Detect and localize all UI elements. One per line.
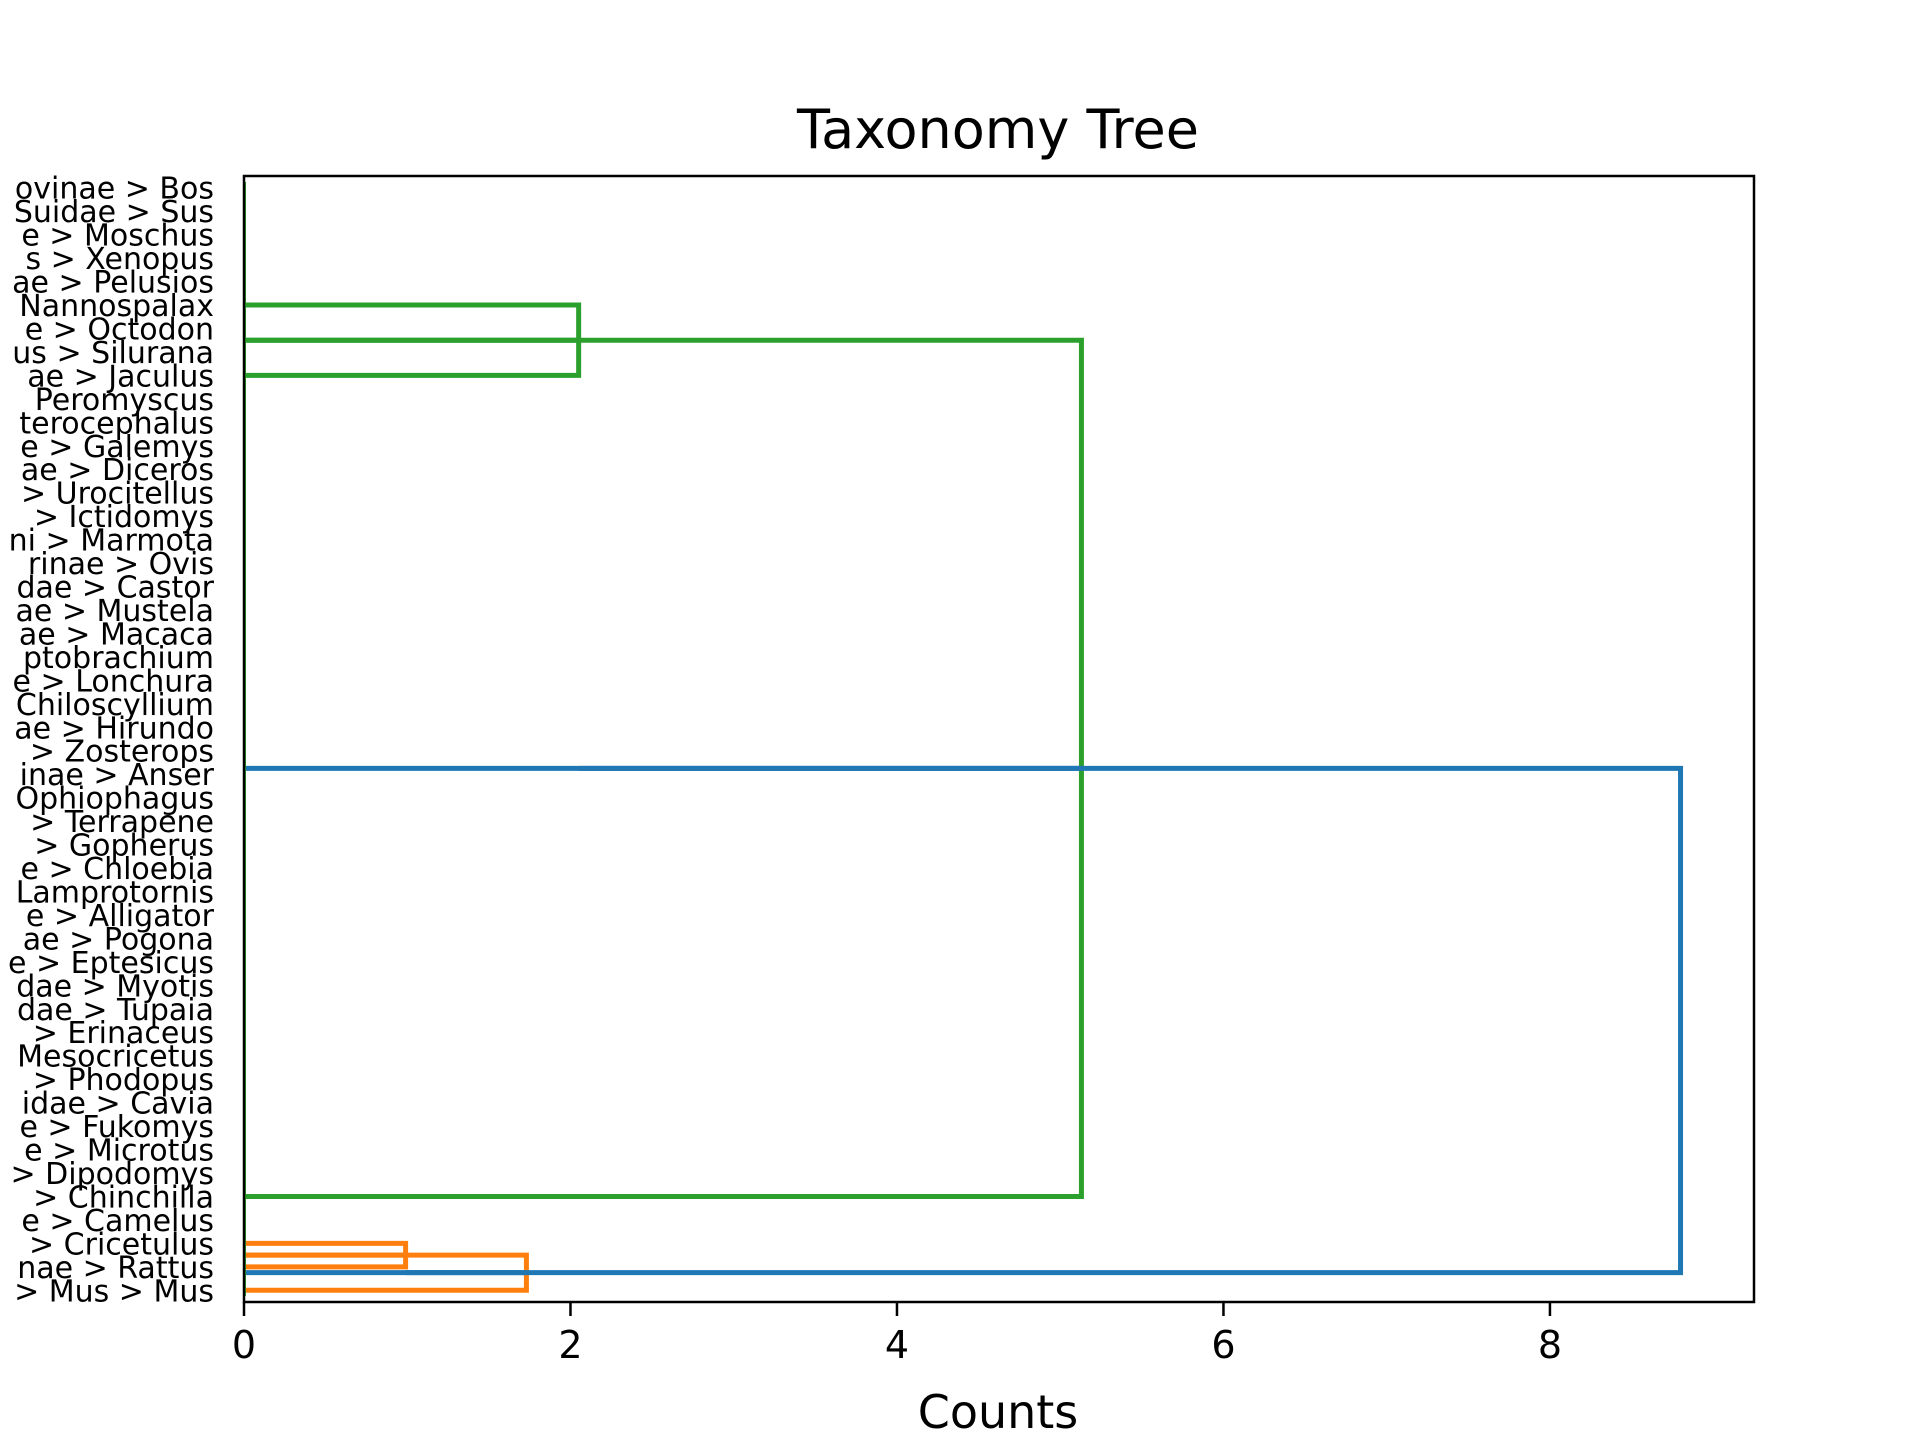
leaf-label: Suidae > Sus <box>14 195 214 230</box>
leaf-label: ae > Pogona <box>23 922 214 957</box>
leaf-label: e > Fukomys <box>19 1110 214 1145</box>
leaf-label: rinae > Ovis <box>28 547 214 582</box>
leaf-label: inae > Anser <box>20 758 215 793</box>
leaf-label: e > Moschus <box>21 219 214 254</box>
leaf-label: ae > Hirundo <box>14 711 214 746</box>
leaf-label: Mesocricetus <box>17 1040 214 1075</box>
leaf-label: Chiloscyllium <box>16 688 214 723</box>
leaf-label: > Urocitellus <box>21 477 214 512</box>
leaf-label: ae > Mustela <box>15 594 214 629</box>
leaf-label: > Erinaceus <box>33 1016 214 1051</box>
leaf-label: ptobrachium <box>23 641 214 676</box>
leaf-label: e > Eptesicus <box>8 946 214 981</box>
leaf-label: > Terrapene <box>30 805 214 840</box>
leaf-label: > Ictidomys <box>34 500 214 535</box>
leaf-label: > Dipodomys <box>10 1157 214 1192</box>
leaf-label: idae > Cavia <box>22 1087 214 1122</box>
chart-title: Taxonomy Tree <box>796 98 1199 161</box>
leaf-label: Peromyscus <box>35 383 214 418</box>
leaf-label: e > Galemys <box>20 430 214 465</box>
x-tick-label: 2 <box>558 1323 582 1367</box>
leaf-label: s > Xenopus <box>25 242 214 277</box>
leaf-label: e > Microtus <box>24 1134 214 1169</box>
x-axis: 0 2 4 6 8 <box>232 1302 1562 1367</box>
leaf-label: > Phodopus <box>33 1063 214 1098</box>
leaf-label: dae > Myotis <box>16 969 214 1004</box>
leaf-label: Lamprotornis <box>16 875 214 910</box>
leaf-label: ae > Diceros <box>21 453 214 488</box>
leaf-label: e > Lonchura <box>13 664 214 699</box>
leaf-label: Ophiophagus <box>16 782 215 817</box>
leaf-label: > Chinchilla <box>33 1180 214 1215</box>
leaf-label: > Mus > Mus <box>14 1274 214 1309</box>
x-tick-label: 4 <box>885 1323 909 1367</box>
leaf-label: e > Chloebia <box>20 852 214 887</box>
leaf-label: e > Octodon <box>25 312 214 347</box>
leaf-label: us > Silurana <box>12 336 214 371</box>
leaf-label: ae > Jaculus <box>27 359 214 394</box>
leaf-label: e > Alligator <box>26 899 215 934</box>
leaf-label: e > Camelus <box>21 1204 214 1239</box>
x-tick-label: 0 <box>232 1323 256 1367</box>
leaf-label: ae > Macaca <box>19 617 214 652</box>
leaf-label: > Cricetulus <box>29 1227 214 1262</box>
leaf-label: > Zosterops <box>30 735 214 770</box>
plot-area-frame <box>242 174 1756 1304</box>
leaf-label: Nannospalax <box>19 289 214 324</box>
leaf-label: dae > Castor <box>16 571 214 606</box>
leaf-label: ovinae > Bos <box>15 172 214 207</box>
leaf-label: > Gopherus <box>34 829 214 864</box>
leaf-label: ni > Marmota <box>9 524 214 559</box>
leaf-label: ae > Pelusios <box>12 266 214 301</box>
leaf-label: nae > Rattus <box>17 1251 214 1286</box>
x-tick-label: 6 <box>1211 1323 1235 1367</box>
x-tick-label: 8 <box>1538 1323 1562 1367</box>
leaf-label: terocephalus <box>19 406 214 441</box>
x-axis-label: Counts <box>918 1385 1079 1439</box>
leaf-label: dae > Tupaia <box>17 993 214 1028</box>
dendrogram-links <box>244 182 1684 1296</box>
